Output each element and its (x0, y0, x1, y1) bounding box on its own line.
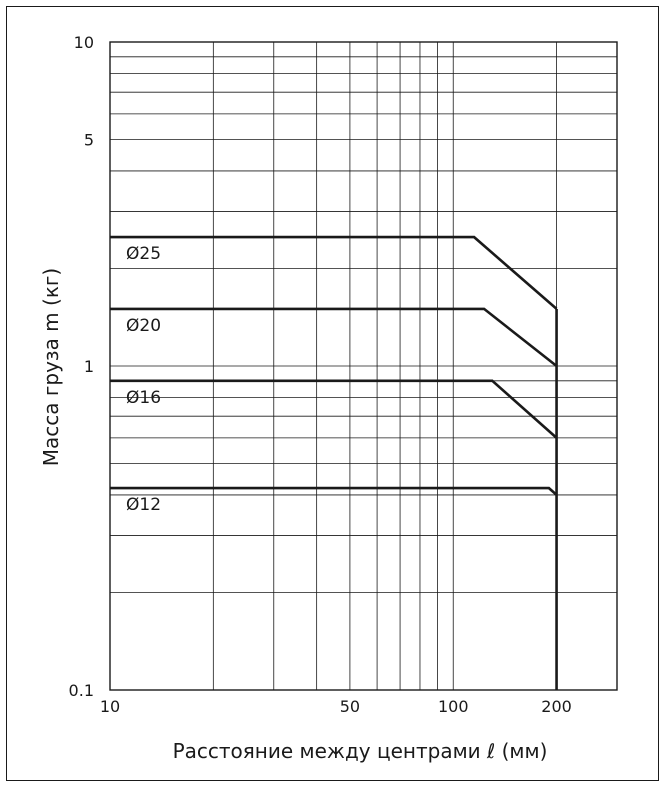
y-tick-label: 5 (84, 131, 94, 150)
series-lines (110, 235, 558, 690)
y-tick-label: 0.1 (69, 681, 94, 700)
series-line-2 (110, 307, 558, 368)
series-line-4 (110, 486, 558, 496)
y-axis-title: Масса груза m (кг) (39, 268, 63, 466)
x-tick-label: 100 (438, 697, 469, 716)
series-line-3 (110, 379, 558, 439)
series-label-3: Ø16 (126, 388, 161, 408)
x-tick-label: 50 (340, 697, 360, 716)
series-label-1: Ø25 (126, 244, 161, 264)
series-label-4: Ø12 (126, 495, 161, 515)
plot-border (109, 41, 618, 691)
y-tick-label: 10 (74, 33, 94, 52)
grid (109, 41, 618, 691)
y-tick-label: 1 (84, 357, 94, 376)
x-tick-label: 200 (541, 697, 572, 716)
x-tick-label: 10 (100, 697, 120, 716)
tick-labels: 10 50 100 200 10 5 1 0.1 (69, 33, 572, 716)
series-line-1 (110, 235, 558, 310)
series-label-2: Ø20 (126, 316, 161, 336)
series-labels: Ø25 Ø20 Ø16 Ø12 (126, 244, 161, 515)
chart-frame (6, 6, 659, 781)
x-axis-title: Расстояние между центрами ℓ (мм) (173, 739, 548, 763)
